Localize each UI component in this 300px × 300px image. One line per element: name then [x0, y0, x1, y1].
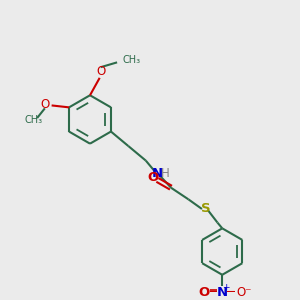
- Text: +: +: [222, 283, 230, 292]
- Text: CH₃: CH₃: [123, 56, 141, 65]
- Text: O: O: [198, 286, 209, 299]
- Text: O: O: [96, 64, 105, 78]
- Text: O⁻: O⁻: [237, 286, 252, 299]
- Text: O: O: [40, 98, 50, 111]
- Text: N: N: [152, 167, 163, 180]
- Text: CH₃: CH₃: [24, 115, 42, 125]
- Text: N: N: [217, 286, 228, 299]
- Text: S: S: [201, 202, 211, 215]
- Text: H: H: [161, 167, 170, 180]
- Text: O: O: [147, 170, 158, 184]
